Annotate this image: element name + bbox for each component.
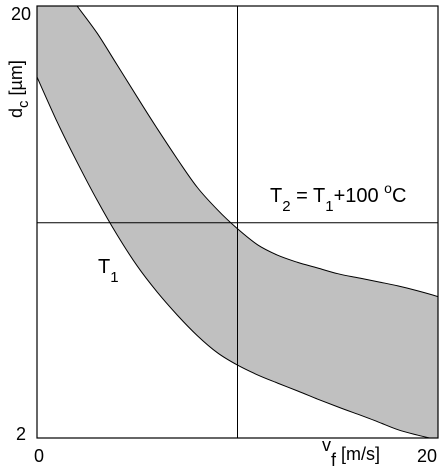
- x-axis-label-sup: v: [322, 435, 331, 455]
- t2-curve: [76, 6, 438, 298]
- t2-label: T2 = T1+100 oC: [270, 180, 406, 215]
- y-tick-label-top: 20: [11, 4, 31, 24]
- plot-frame: [36, 5, 439, 439]
- t2-label-degree: o: [384, 180, 392, 196]
- t1-label: T1: [98, 256, 119, 286]
- t2-label-rhs: T: [313, 185, 325, 207]
- y-axis-label-rest: [µm]: [6, 60, 26, 100]
- t2-label-eq: =: [291, 185, 313, 207]
- y-axis-label-main: d: [6, 108, 26, 118]
- y-axis-label-sub: c: [15, 100, 32, 108]
- t1-label-main: T: [98, 256, 110, 278]
- x-axis-label: vf [m/s]: [322, 435, 380, 470]
- t2-label-rhs-sub: 1: [325, 198, 333, 215]
- t2-label-plus: +100: [334, 185, 385, 207]
- t2-label-lhs: T: [270, 185, 282, 207]
- y-tick-label-bottom: 2: [16, 424, 26, 444]
- x-tick-label-left: 0: [34, 446, 44, 466]
- t1-label-sub: 1: [110, 269, 118, 286]
- temperature-band: [37, 6, 438, 438]
- t2-label-unit: C: [392, 185, 406, 207]
- x-axis-label-sub: f: [331, 450, 337, 470]
- x-axis-label-rest: [m/s]: [341, 444, 380, 464]
- y-axis-label: dc [µm]: [6, 60, 32, 118]
- x-tick-label-right: 20: [417, 446, 437, 466]
- t2-label-lhs-sub: 2: [282, 198, 290, 215]
